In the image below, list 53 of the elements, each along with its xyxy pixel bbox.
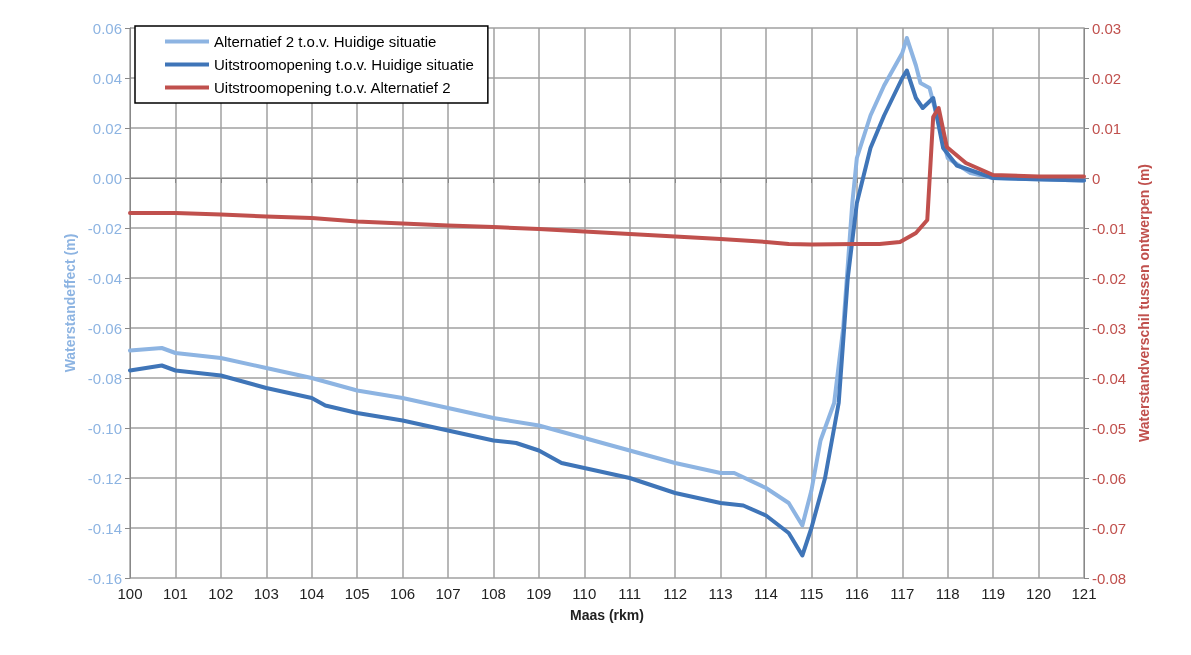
x-tick-label: 103	[253, 585, 279, 602]
x-tick-label: 105	[344, 585, 370, 602]
legend-label: Uitstroomopening t.o.v. Alternatief 2	[214, 79, 451, 96]
x-tick-label: 114	[754, 585, 778, 602]
y2-tick-label: -0.07	[1092, 519, 1127, 537]
y-tick-label: -0.08	[87, 369, 122, 387]
y2-tick-label: 0.01	[1092, 119, 1122, 137]
x-tick-label: 112	[663, 585, 688, 602]
y2-tick-label: -0.05	[1092, 419, 1127, 437]
x-tick-label: 109	[526, 585, 552, 602]
x-tick-label: 113	[708, 585, 733, 602]
x-tick-label: 116	[844, 585, 869, 602]
x-tick-label: 121	[1071, 585, 1097, 602]
y-tick-label: -0.14	[87, 519, 122, 537]
y2-axis-title: Waterstandverschil tussen ontwerpen (m)	[1136, 164, 1153, 442]
y2-tick-label: -0.06	[1092, 469, 1127, 487]
y-tick-label: -0.04	[87, 269, 122, 287]
x-axis-title: Maas (rkm)	[570, 607, 644, 623]
y-tick-label: -0.12	[87, 469, 122, 487]
y2-tick-label: -0.08	[1092, 569, 1127, 587]
y2-tick-label: -0.02	[1092, 269, 1127, 287]
line-series	[128, 106, 1086, 247]
y-tick-label: -0.10	[87, 419, 122, 437]
y-tick-label: -0.02	[87, 219, 122, 237]
x-tick-label: 106	[390, 585, 416, 602]
x-tick-label: 107	[435, 585, 461, 602]
x-tick-label: 119	[981, 585, 1006, 602]
y2-tick-label: 0.02	[1092, 69, 1122, 87]
x-tick-label: 100	[117, 585, 143, 602]
y2-tick-label: -0.01	[1092, 219, 1127, 237]
y2-tick-label: 0	[1092, 169, 1101, 187]
x-tick-label: 110	[572, 585, 597, 602]
x-tick-label: 120	[1026, 585, 1052, 602]
legend-label: Alternatief 2 t.o.v. Huidige situatie	[214, 33, 437, 50]
x-tick-label: 102	[208, 585, 234, 602]
x-tick-label: 104	[299, 585, 325, 602]
y-tick-label: -0.06	[87, 319, 122, 337]
legend-label: Uitstroomopening t.o.v. Huidige situatie	[214, 56, 474, 73]
y-tick-label: 0.02	[92, 119, 122, 137]
x-tick-label: 115	[799, 585, 824, 602]
y-tick-label: -0.16	[87, 569, 122, 587]
y-axis-title: Waterstandeffect (m)	[61, 233, 78, 373]
x-tick-label: 108	[480, 585, 506, 602]
y-tick-label: 0.00	[92, 169, 122, 187]
y-tick-label: 0.04	[92, 69, 122, 87]
x-tick-label: 117	[890, 585, 915, 602]
x-tick-label: 101	[162, 585, 188, 602]
y-tick-label: 0.06	[92, 19, 122, 37]
y2-tick-label: 0.03	[1092, 19, 1122, 37]
x-tick-label: 111	[618, 585, 642, 602]
x-tick-label: 118	[935, 585, 960, 602]
y2-tick-label: -0.03	[1092, 319, 1127, 337]
y2-tick-label: -0.04	[1092, 369, 1127, 387]
